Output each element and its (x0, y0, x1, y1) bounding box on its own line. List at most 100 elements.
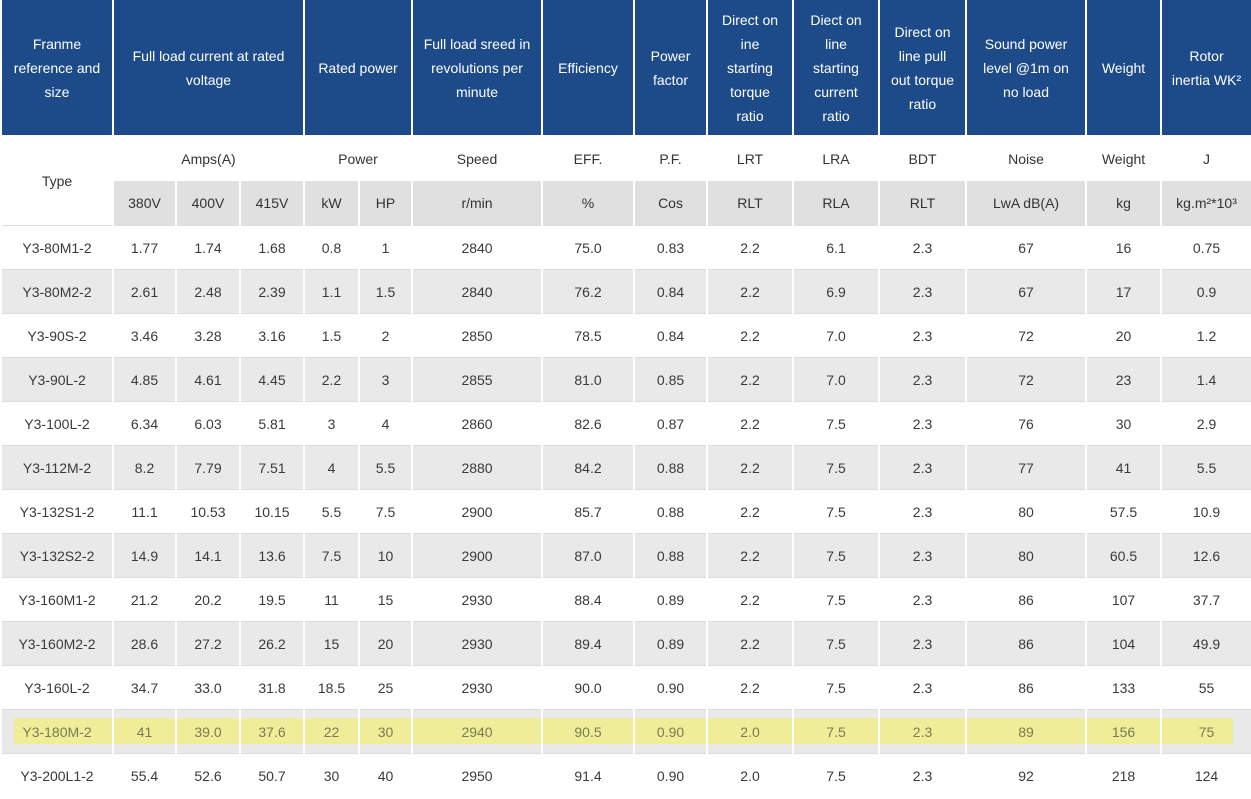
data-cell: 2.2 (708, 357, 793, 401)
type-cell-value: Y3-90S-2 (2, 313, 112, 357)
table-row: Y3-80M1-2 1.77 1.74 1.68 0.8 1 2840 75.0 0.83 2.2… (2, 225, 1251, 269)
data-cell: 4 (305, 445, 358, 489)
data-cell: 2.2 (708, 225, 793, 269)
data-cell: 13.6 (241, 533, 303, 577)
data-cell: 0.84 (635, 269, 707, 313)
column-unit-header: % (543, 181, 634, 225)
data-cell: 107 (1087, 577, 1161, 621)
column-unit-header: r/min (413, 181, 542, 225)
data-cell: 156 (1087, 709, 1161, 753)
table-head: Franme reference and size Full load curre… (2, 0, 1251, 225)
data-cell: 7.5 (794, 709, 879, 753)
data-cell: 7.5 (794, 753, 879, 797)
data-cell: 10 (360, 533, 412, 577)
data-cell: 124 (1162, 753, 1251, 797)
header-row-units: 380V 400V 415V kW HP r/min% Cos RLT RLA RLT LwA dB… (2, 181, 1251, 225)
header-row-main: Franme reference and size Full load curre… (2, 0, 1251, 137)
column-unit-header: RLT (708, 181, 793, 225)
table-row: Y3-132S2-2 14.9 14.1 13.6 7.5 10 2900 87.0 0.88 2… (2, 533, 1251, 577)
data-cell: 0.84 (635, 313, 707, 357)
data-cell: 4.85 (114, 357, 175, 401)
data-cell: 2930 (413, 577, 542, 621)
data-cell: 2.3 (880, 665, 966, 709)
table-row: Y3-132S1-2 11.1 10.53 10.15 5.5 7.5 2900 85.7 0.… (2, 489, 1251, 533)
data-cell: 2840 (413, 269, 542, 313)
type-cell-value: Y3-80M2-2 (2, 269, 112, 313)
data-cell: 80 (967, 533, 1086, 577)
data-cell: 20 (1087, 313, 1161, 357)
data-cell: 75.0 (543, 225, 634, 269)
column-subheader: Amps(A) (114, 137, 303, 181)
column-unit-header: kg.m²*10³ (1162, 181, 1251, 225)
data-cell: 91.4 (543, 753, 634, 797)
type-column-header: Type (2, 137, 112, 225)
data-cell: 0.83 (635, 225, 707, 269)
data-cell: 2855 (413, 357, 542, 401)
data-cell: 7.5 (794, 577, 879, 621)
data-cell: 2.2 (708, 577, 793, 621)
column-unit-header: LwA dB(A) (967, 181, 1086, 225)
data-cell: 14.1 (177, 533, 239, 577)
data-cell: 1.1 (305, 269, 358, 313)
column-group-header: Weight (1087, 0, 1161, 137)
data-cell: 7.51 (241, 445, 303, 489)
data-cell: 0.9 (1162, 269, 1251, 313)
data-cell: 0.89 (635, 577, 707, 621)
data-cell: 1.5 (305, 313, 358, 357)
column-unit-header: HP (360, 181, 412, 225)
data-cell: 41 (1087, 445, 1161, 489)
table-row: Y3-160M1-2 21.2 20.2 19.5 11 15 2930 88.4 0.89 2.… (2, 577, 1251, 621)
data-cell: 2.3 (880, 357, 966, 401)
table-row: Y3-160L-2 34.7 33.0 31.8 18.5 25 2930 90.0 0.90 2… (2, 665, 1251, 709)
data-cell: 89.4 (543, 621, 634, 665)
column-unit-header: 400V (177, 181, 239, 225)
data-cell: 2.3 (880, 489, 966, 533)
data-cell: 1.2 (1162, 313, 1251, 357)
data-cell: 33.0 (177, 665, 239, 709)
data-cell: 2900 (413, 533, 542, 577)
data-cell: 8.2 (114, 445, 175, 489)
data-cell: 6.9 (794, 269, 879, 313)
data-cell: 2.2 (708, 401, 793, 445)
data-cell: 18.5 (305, 665, 358, 709)
data-cell: 14.9 (114, 533, 175, 577)
data-cell: 87.0 (543, 533, 634, 577)
data-cell: 49.9 (1162, 621, 1251, 665)
data-cell: 2930 (413, 621, 542, 665)
data-cell: 52.6 (177, 753, 239, 797)
data-cell: 0.90 (635, 665, 707, 709)
data-cell: 41 (114, 709, 175, 753)
column-group-header: Sound power level @1m on no load (967, 0, 1086, 137)
table-row: Y3-200L1-2 55.4 52.6 50.7 30 40 2950 91.4 0.90 2.… (2, 753, 1251, 797)
data-cell: 4.45 (241, 357, 303, 401)
data-cell: 2.61 (114, 269, 175, 313)
data-cell: 0.89 (635, 621, 707, 665)
data-cell: 7.5 (794, 445, 879, 489)
data-cell: 0.88 (635, 445, 707, 489)
data-cell: 3 (360, 357, 412, 401)
data-cell: 2.3 (880, 401, 966, 445)
data-cell: 17 (1087, 269, 1161, 313)
type-cell-value: Y3-112M-2 (2, 445, 112, 489)
data-cell: 26.2 (241, 621, 303, 665)
data-cell: 0.88 (635, 533, 707, 577)
data-cell: 57.5 (1087, 489, 1161, 533)
data-cell: 2.0 (708, 753, 793, 797)
data-cell: 104 (1087, 621, 1161, 665)
data-cell: 6.03 (177, 401, 239, 445)
type-cell-value: Y3-180M-2 (2, 709, 112, 753)
data-cell: 6.34 (114, 401, 175, 445)
data-cell: 30 (305, 753, 358, 797)
data-cell: 2.2 (708, 269, 793, 313)
column-subheader: BDT (880, 137, 966, 181)
data-cell: 7.5 (794, 489, 879, 533)
data-cell: 5.5 (305, 489, 358, 533)
column-group-header: Direct on line pull out torque ratio (880, 0, 966, 137)
table-row: Y3-112M-2 8.2 7.79 7.51 4 5.5 2880 84.2 0.88 2.2 7… (2, 445, 1251, 489)
column-group-header: Efficiency (543, 0, 634, 137)
data-cell: 2.3 (880, 225, 966, 269)
data-cell: 2.2 (708, 533, 793, 577)
data-cell: 0.90 (635, 753, 707, 797)
data-cell: 78.5 (543, 313, 634, 357)
